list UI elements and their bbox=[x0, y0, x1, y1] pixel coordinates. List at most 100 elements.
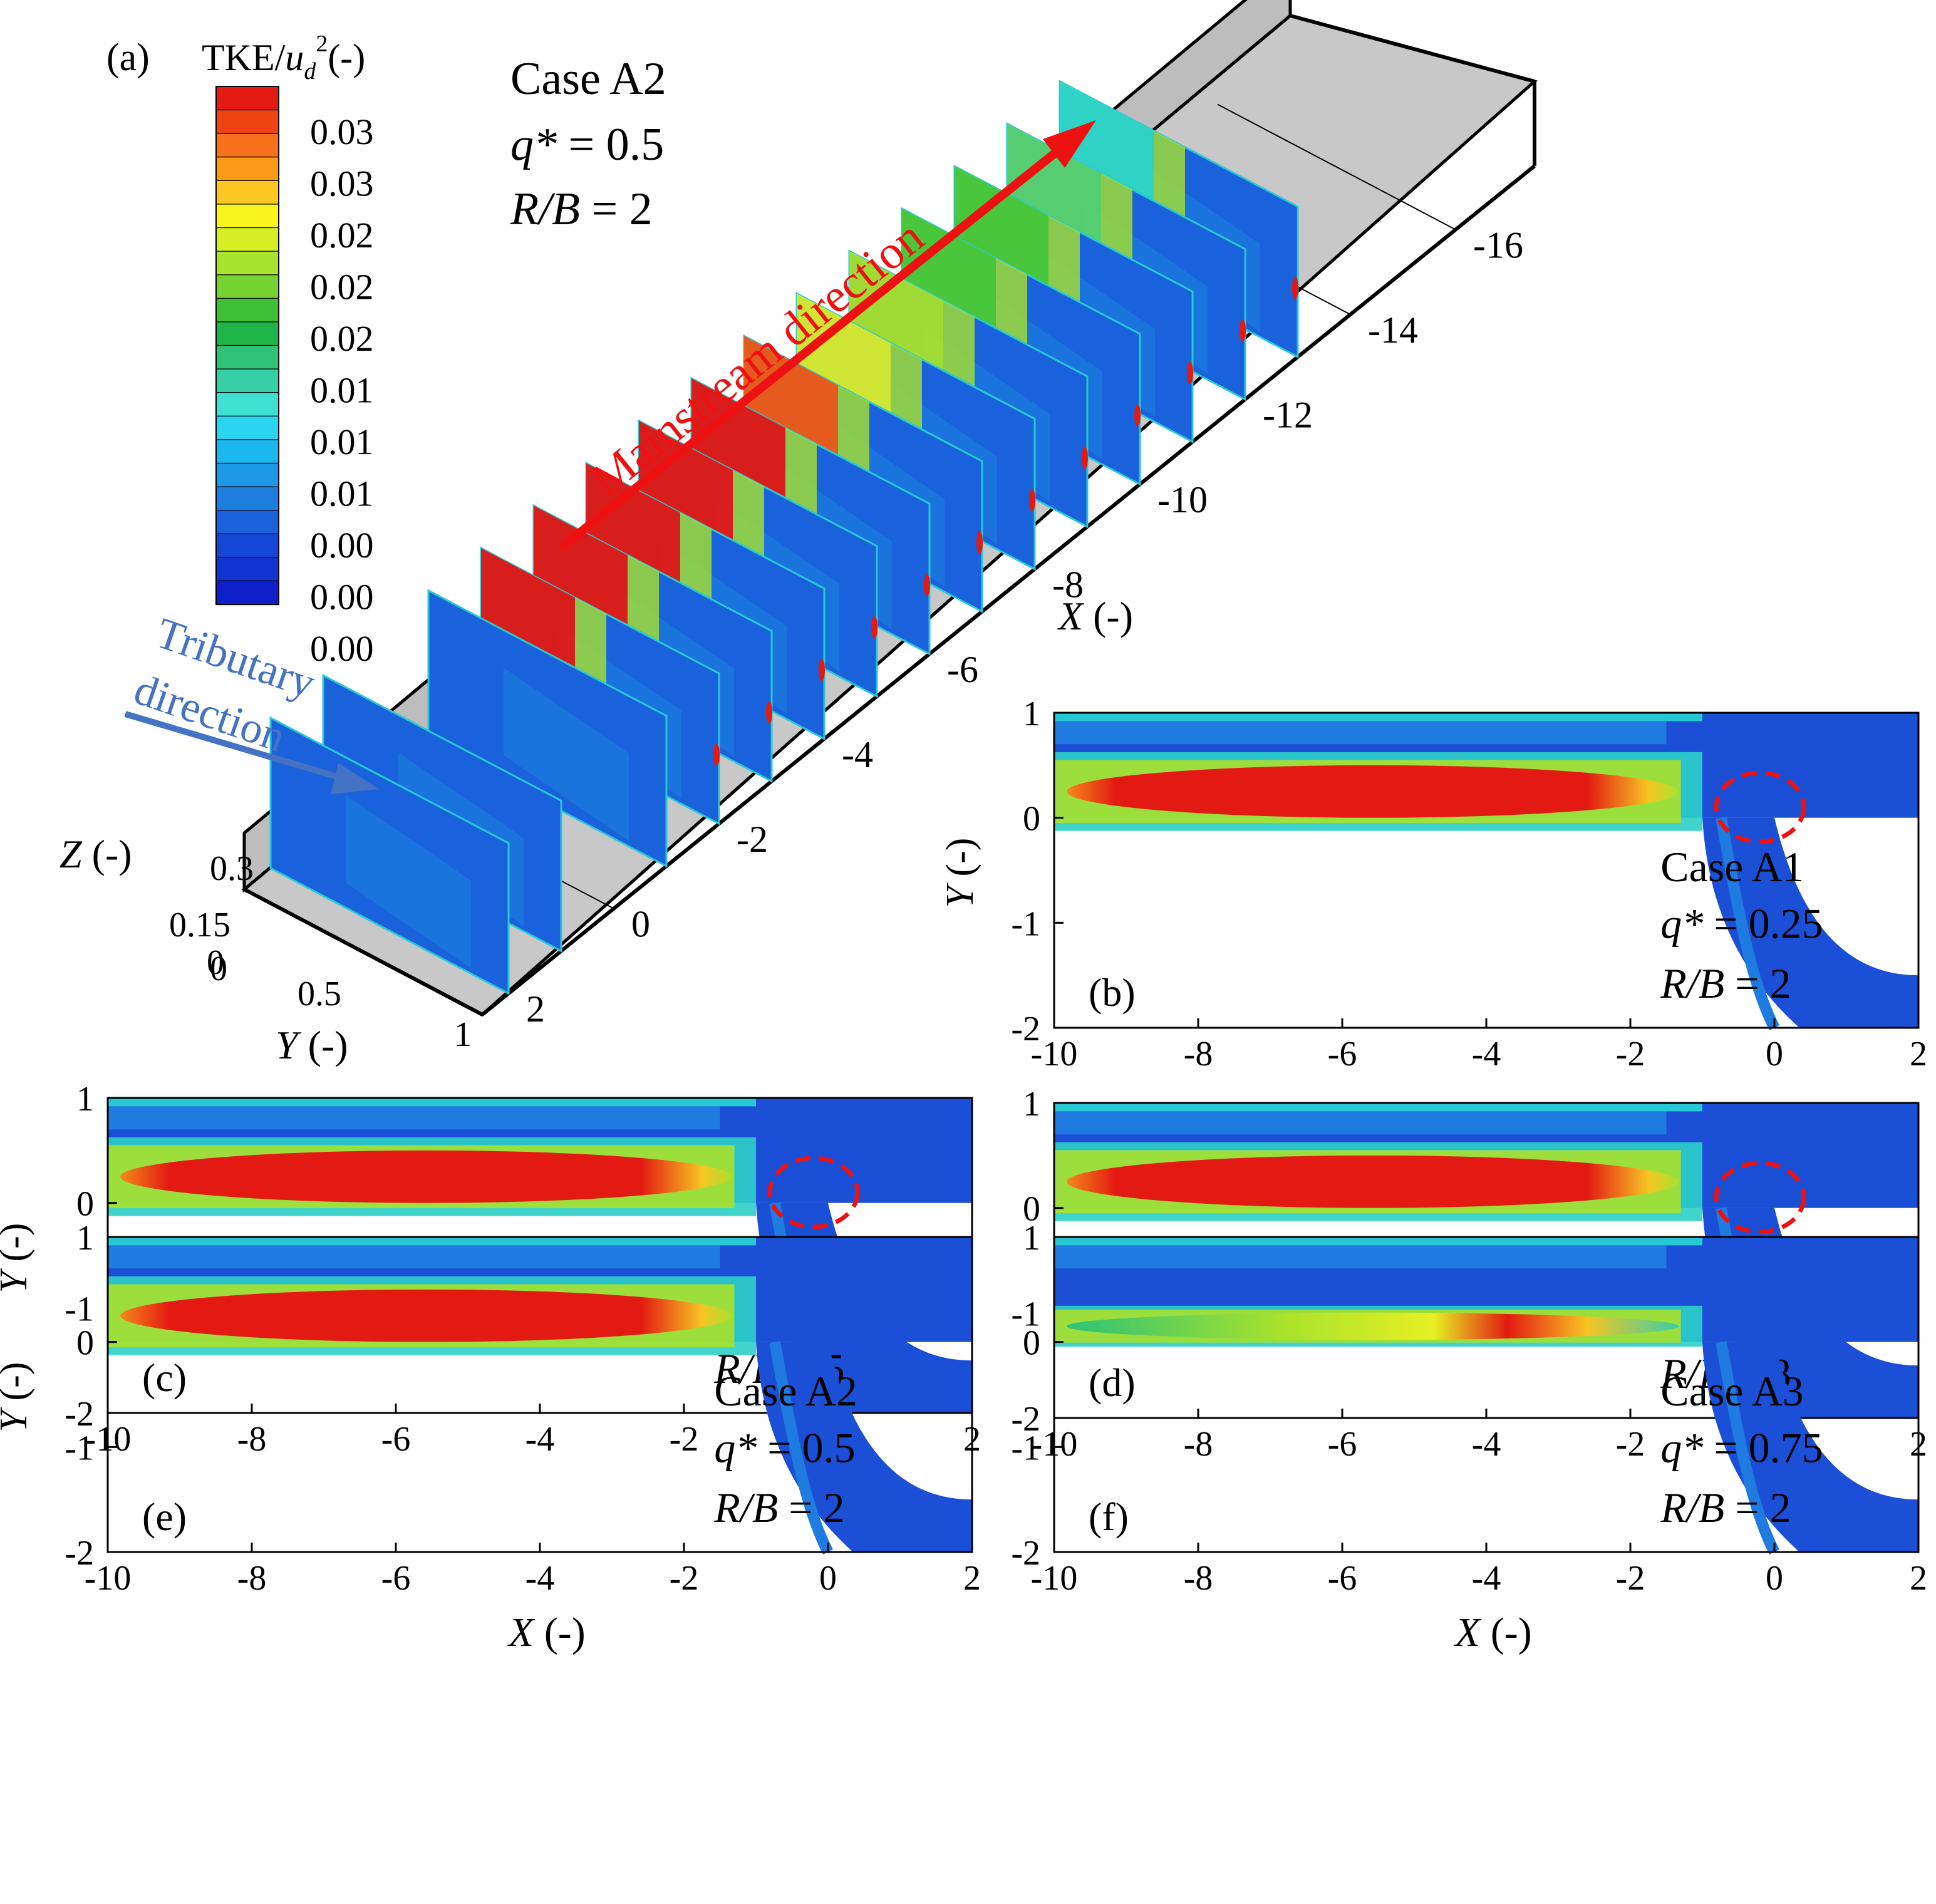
panel-a-x-tick-label: -6 bbox=[947, 649, 978, 690]
y-tick-label: -2 bbox=[1011, 1010, 1040, 1048]
y-axis-label: Y (-) bbox=[939, 838, 981, 908]
colorbar-swatch bbox=[215, 157, 279, 182]
rb-label: R/B = 2 bbox=[1660, 960, 1791, 1007]
x-tick-label: -8 bbox=[1184, 1035, 1213, 1074]
y-tick-label: 0 bbox=[1023, 1190, 1040, 1229]
x-tick-label: 2 bbox=[1910, 1035, 1927, 1074]
colorbar-tick-label: 0.00 bbox=[310, 628, 374, 669]
case-label: Case A2 bbox=[714, 1367, 857, 1415]
colorbar-swatch bbox=[215, 557, 279, 582]
panel-tag: (d) bbox=[1089, 1360, 1136, 1405]
x-tick-label: -2 bbox=[670, 1559, 699, 1598]
channel-upper-band bbox=[108, 1106, 720, 1130]
y-tick-label: 1 bbox=[1023, 695, 1040, 733]
panel-a-z-tick-label: 0.15 bbox=[169, 906, 230, 944]
colorbar-tick-label: 0.03 bbox=[310, 163, 374, 204]
colorbar-swatch bbox=[215, 439, 279, 464]
x-tick-label: -6 bbox=[381, 1559, 411, 1598]
colorbar-swatch bbox=[215, 86, 279, 111]
slice-wall-spot bbox=[766, 701, 772, 724]
channel-top-band bbox=[108, 1098, 756, 1107]
panel-tag: (b) bbox=[1089, 970, 1136, 1015]
panel-a-z-axis-label: Z (-) bbox=[60, 832, 132, 876]
x-tick-label: -10 bbox=[85, 1559, 132, 1598]
y-tick-label: 0 bbox=[76, 1324, 94, 1363]
y-axis-label: Y (-) bbox=[0, 1362, 35, 1432]
colorbar-swatch bbox=[215, 298, 279, 323]
colorbar-swatches bbox=[215, 86, 279, 606]
channel-upper-band bbox=[1054, 1245, 1667, 1269]
mainstream-arrow bbox=[557, 120, 1096, 552]
slice-patch bbox=[346, 795, 471, 969]
slice-wall-spot bbox=[713, 743, 720, 767]
channel-top-band bbox=[1054, 713, 1702, 722]
panel-a-z-tick-label: 0 bbox=[210, 949, 227, 988]
tke-core bbox=[1067, 1312, 1679, 1340]
colorbar-tick-labels: 0.03 0.03 0.02 0.02 0.02 0.01 0.01 0.01 0.00 0.00… bbox=[310, 111, 374, 669]
colorbar-swatch bbox=[215, 204, 279, 229]
y-tick-label: -2 bbox=[1011, 1400, 1040, 1439]
y-tick-label: -1 bbox=[65, 1429, 94, 1467]
panel-a-case: Case A2 bbox=[510, 53, 666, 105]
y-tick-label: 1 bbox=[76, 1080, 94, 1119]
panel-a-tag: (a) bbox=[106, 36, 150, 79]
x-tick-label: -8 bbox=[237, 1559, 267, 1598]
panel-a-y-tick-label: 1 bbox=[454, 1015, 472, 1054]
x-tick-label: -4 bbox=[525, 1559, 555, 1598]
channel-upper-band bbox=[1054, 721, 1667, 745]
panel-a-x-tick-label: -10 bbox=[1157, 479, 1208, 520]
x-tick-label: -4 bbox=[1472, 1425, 1501, 1464]
x-tick-label: -4 bbox=[1472, 1035, 1501, 1074]
slice-patch bbox=[504, 667, 629, 841]
panel-a-x-tick-label: -14 bbox=[1368, 309, 1418, 351]
y-tick-label: 0 bbox=[1023, 800, 1040, 839]
colorbar-swatch bbox=[215, 133, 279, 158]
x-tick-label: -6 bbox=[1328, 1559, 1357, 1598]
x-tick-label: -10 bbox=[1031, 1035, 1078, 1074]
y-tick-label: 0 bbox=[1023, 1324, 1040, 1363]
plan-panel-b: -10 -8 -6 -4 -2 0 2 1 0 -1 -2 Y (-) (b) Case A1 q* = 0… bbox=[939, 695, 1927, 1074]
x-tick-label: -6 bbox=[381, 1420, 411, 1459]
x-axis-label: X (-) bbox=[1453, 1610, 1532, 1655]
y-axis-label: Y (-) bbox=[0, 1223, 35, 1293]
colorbar-swatch bbox=[215, 109, 279, 135]
panel-a-z-tick-label: 0.3 bbox=[210, 849, 254, 888]
slice-wall-spot bbox=[1187, 361, 1193, 385]
tke-core bbox=[120, 1289, 733, 1342]
q-label: q* = 0.75 bbox=[1660, 1424, 1823, 1472]
colorbar-title: TKE/ud2(-) bbox=[202, 31, 365, 85]
slice-wall-spot bbox=[976, 531, 983, 554]
panel-a-y-tick-labels: 00.51 bbox=[207, 943, 472, 1054]
panel-a-3d-view: (a) TKE/ud2(-) 0.030.030.020.020.020.010… bbox=[60, 0, 1538, 1067]
channel-box-3d bbox=[241, 0, 1538, 1017]
panel-a-y-tick-label: 0 bbox=[207, 943, 224, 982]
colorbar-tick-label: 0.00 bbox=[310, 525, 374, 566]
panel-a-x-tick-label: 0 bbox=[631, 904, 650, 945]
panel-a-y-tick-label: 0.5 bbox=[298, 975, 341, 1013]
panel-a-z-tick-labels: 00.150.3 bbox=[169, 849, 254, 988]
panel-tag: (e) bbox=[142, 1494, 187, 1539]
plan-view-panels: -10 -8 -6 -4 -2 0 210-1-2Y (-)(b)Case A1q* = 0… bbox=[0, 695, 1927, 1655]
panel-tag: (c) bbox=[142, 1355, 187, 1400]
colorbar-swatch bbox=[215, 227, 279, 252]
x-tick-label: -4 bbox=[1472, 1559, 1501, 1598]
colorbar-swatch bbox=[215, 510, 279, 535]
channel-upper-band bbox=[1054, 1111, 1667, 1135]
y-tick-label: -1 bbox=[1011, 904, 1040, 943]
x-tick-label: -2 bbox=[1616, 1559, 1645, 1598]
slice-wall-spot bbox=[1292, 276, 1298, 299]
colorbar-swatch bbox=[215, 533, 279, 559]
tributary-inner-band bbox=[769, 1341, 834, 1555]
rb-label: R/B = 2 bbox=[713, 1484, 844, 1531]
panel-tag: (f) bbox=[1089, 1494, 1129, 1539]
panel-a-x-tick-label: -16 bbox=[1473, 225, 1523, 266]
y-tick-label: -2 bbox=[65, 1395, 94, 1434]
y-tick-label: 1 bbox=[1023, 1219, 1040, 1258]
y-tick-label: -2 bbox=[1011, 1534, 1040, 1573]
x-tick-label: 2 bbox=[963, 1559, 981, 1598]
x-tick-label: 0 bbox=[1766, 1559, 1783, 1598]
colorbar-tick-label: 0.01 bbox=[310, 422, 374, 462]
case-label: Case A3 bbox=[1660, 1367, 1804, 1415]
colorbar-swatch bbox=[215, 321, 279, 346]
